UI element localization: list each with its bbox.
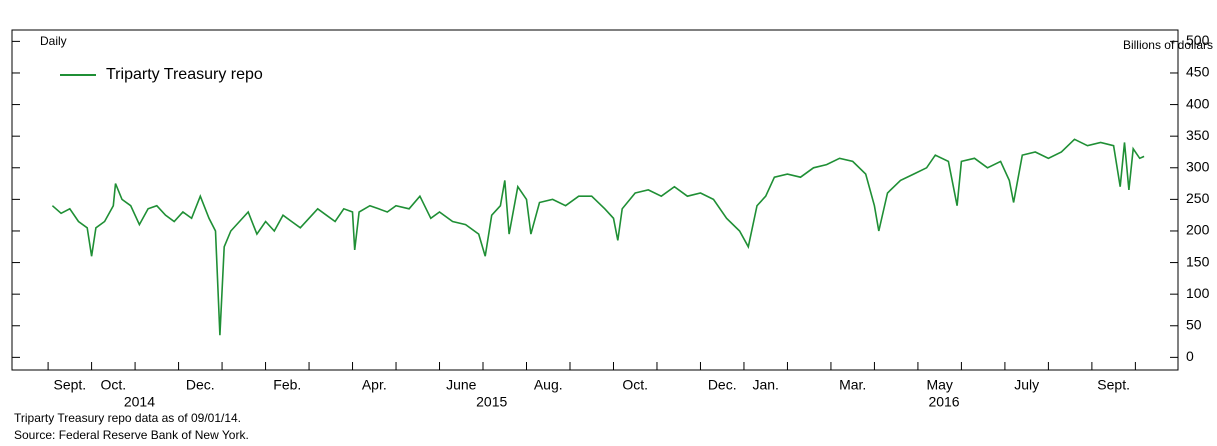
x-tick-label: Sept.	[53, 377, 86, 393]
unit-label: Billions of dollars	[1123, 38, 1213, 52]
y-tick-label: 300	[1186, 158, 1210, 174]
y-tick-label: 350	[1186, 127, 1210, 143]
y-tick-label: 50	[1186, 316, 1202, 332]
x-tick-label: Feb.	[273, 377, 301, 393]
y-tick-label: 250	[1186, 190, 1210, 206]
legend-label: Triparty Treasury repo	[106, 66, 263, 83]
year-label: 2016	[928, 394, 959, 410]
frequency-label: Daily	[40, 34, 67, 48]
x-tick-label: Jan.	[752, 377, 778, 393]
year-label: 2015	[476, 394, 507, 410]
x-tick-label: June	[446, 377, 477, 393]
x-tick-label: Oct.	[100, 377, 126, 393]
x-tick-label: Oct.	[622, 377, 648, 393]
x-tick-label: July	[1014, 377, 1039, 393]
y-tick-label: 100	[1186, 285, 1210, 301]
y-tick-label: 450	[1186, 64, 1210, 80]
x-tick-label: Dec.	[708, 377, 737, 393]
year-label: 2014	[124, 394, 155, 410]
source: Source: Federal Reserve Bank of New York…	[14, 428, 249, 442]
y-tick-label: 150	[1186, 253, 1210, 269]
note: Triparty Treasury repo data as of 09/01/…	[14, 411, 241, 425]
x-tick-label: May	[926, 377, 952, 393]
plot-frame	[11, 29, 1179, 371]
x-tick-label: Aug.	[534, 377, 563, 393]
y-tick-label: 200	[1186, 222, 1210, 238]
y-tick-label: 500	[1186, 32, 1210, 48]
y-tick-label: 400	[1186, 95, 1210, 111]
x-tick-label: Apr.	[362, 377, 387, 393]
x-tick-label: Mar.	[839, 377, 866, 393]
series-line	[51, 138, 1145, 336]
x-tick-label: Sept.	[1097, 377, 1130, 393]
y-tick-label: 0	[1186, 348, 1194, 364]
x-tick-label: Dec.	[186, 377, 215, 393]
